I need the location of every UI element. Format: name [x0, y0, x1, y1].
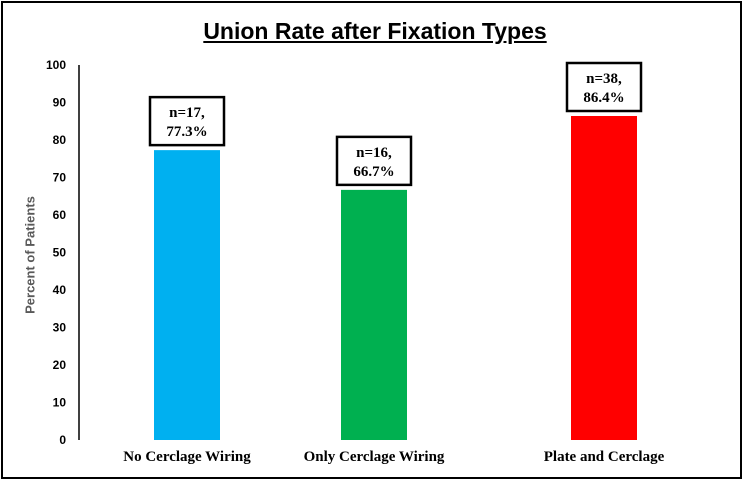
y-tick-label: 70: [53, 171, 67, 185]
y-tick-label: 100: [46, 58, 66, 72]
data-label-box: [335, 135, 413, 187]
y-tick-label: 20: [53, 358, 67, 372]
category-label: Only Cerclage Wiring: [304, 449, 445, 465]
bar: [341, 189, 407, 440]
data-label-percent: 77.3%: [166, 124, 207, 140]
y-tick-label: 40: [53, 283, 67, 297]
category-label: No Cerclage Wiring: [123, 449, 251, 465]
data-label-n: n=17,: [169, 105, 205, 121]
data-label-n: n=38,: [586, 71, 622, 87]
y-tick-label: 50: [53, 246, 67, 260]
y-tick-label: 90: [53, 96, 67, 110]
category-label: Plate and Cerclage: [544, 449, 665, 465]
y-tick-label: 0: [59, 433, 66, 447]
data-label-percent: 86.4%: [583, 90, 624, 106]
y-tick-label: 10: [53, 396, 67, 410]
bar: [571, 116, 637, 440]
data-label-n: n=16,: [356, 145, 392, 161]
y-tick-label: 60: [53, 208, 67, 222]
data-label-box: [148, 95, 226, 147]
y-tick-label: 80: [53, 133, 67, 147]
y-tick-label: 30: [53, 321, 67, 335]
bar: [154, 150, 220, 440]
data-label-percent: 66.7%: [353, 164, 394, 180]
chart-title: Union Rate after Fixation Types: [203, 18, 547, 44]
data-label-box: [565, 61, 643, 113]
